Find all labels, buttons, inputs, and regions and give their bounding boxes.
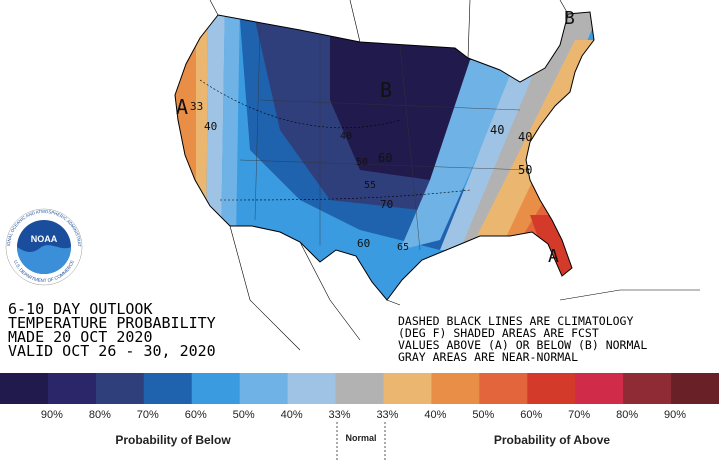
- legend-label: 60%: [520, 409, 542, 421]
- legend-swatch: [0, 373, 49, 404]
- legend-label: 33%: [329, 409, 351, 421]
- map-label: 50: [518, 163, 532, 177]
- legend-swatch: [335, 373, 384, 404]
- map-label: A: [176, 95, 188, 119]
- legend-swatch: [143, 373, 193, 404]
- borders: [199, 0, 700, 351]
- map-label: 55: [364, 180, 376, 191]
- title-line: 6-10 DAY OUTLOOK: [8, 300, 153, 318]
- legend-normal: Normal: [345, 433, 376, 443]
- legend-below: Probability of Below: [115, 433, 231, 447]
- notes: DASHED BLACK LINES ARE CLIMATOLOGY (DEG …: [398, 314, 647, 364]
- title-line: TEMPERATURE PROBABILITY: [8, 314, 216, 332]
- legend-swatch: [671, 373, 719, 404]
- legend-swatch: [383, 373, 432, 404]
- note-line: VALUES ABOVE (A) OR BELOW (B) NORMAL: [398, 338, 647, 352]
- map-label: 60: [357, 237, 370, 250]
- title-line: MADE 20 OCT 2020: [8, 328, 153, 346]
- legend-label: 40%: [424, 409, 446, 421]
- legend-swatch: [191, 373, 241, 404]
- legend-label: 90%: [664, 409, 686, 421]
- legend-label: 50%: [233, 409, 255, 421]
- legend-swatch: [95, 373, 145, 404]
- legend-label: 40%: [281, 409, 303, 421]
- legend-above: Probability of Above: [494, 433, 611, 447]
- legend-label: 80%: [89, 409, 111, 421]
- outlook-title: 6-10 DAY OUTLOOK TEMPERATURE PROBABILITY…: [8, 300, 216, 360]
- legend-label: 80%: [616, 409, 638, 421]
- legend-label: 90%: [41, 409, 63, 421]
- legend-swatch: [431, 373, 480, 404]
- note-line: DASHED BLACK LINES ARE CLIMATOLOGY: [398, 314, 633, 328]
- noaa-logo: NOAA NATIONAL OCEANIC AND ATMOSPHERIC AD…: [0, 0, 83, 286]
- map-label: 33: [190, 100, 203, 113]
- legend-swatch: [575, 373, 624, 404]
- legend-swatch: [287, 373, 337, 404]
- map-label: B: [564, 8, 575, 29]
- legend: 90% 80% 70% 60% 50% 40% 33% 33% 40% 50% 60% 70% 80% 9…: [0, 373, 719, 421]
- legend-label: 60%: [185, 409, 207, 421]
- map-label: 40: [518, 130, 532, 144]
- legend-swatch: [527, 373, 576, 404]
- legend-label: 70%: [137, 409, 159, 421]
- map-label: 70: [380, 198, 393, 211]
- note-line: (DEG F) SHADED AREAS ARE FCST: [398, 326, 599, 340]
- map-label: 40: [340, 131, 352, 142]
- legend-swatch: [623, 373, 672, 404]
- legend-swatch: [239, 373, 289, 404]
- map-label: 40: [204, 120, 217, 133]
- map-label: 40: [490, 123, 504, 137]
- map-label: 60: [378, 151, 392, 165]
- map-label: 50: [356, 157, 368, 168]
- forecast-shading: [175, 12, 594, 300]
- legend-label: 70%: [568, 409, 590, 421]
- map-label: A: [548, 246, 559, 267]
- legend-label: 33%: [376, 409, 398, 421]
- map-label: B: [380, 78, 392, 102]
- map-label: 65: [397, 242, 409, 253]
- legend-label: 50%: [472, 409, 494, 421]
- legend-swatch: [479, 373, 528, 404]
- note-line: GRAY AREAS ARE NEAR-NORMAL: [398, 350, 578, 364]
- logo-name: NOAA: [31, 234, 58, 244]
- legend-swatch: [47, 373, 97, 404]
- title-line: VALID OCT 26 - 30, 2020: [8, 342, 216, 360]
